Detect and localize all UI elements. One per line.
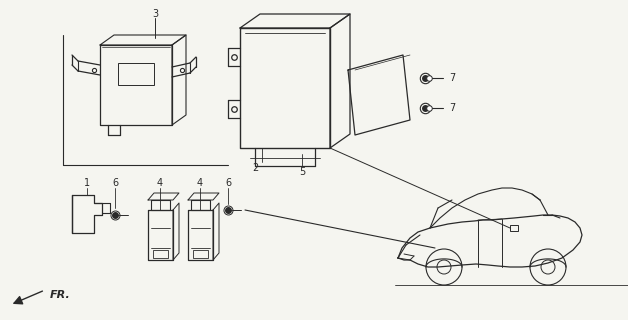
Bar bbox=[510, 225, 518, 231]
Text: 7: 7 bbox=[449, 73, 455, 83]
Text: 2: 2 bbox=[252, 163, 258, 173]
Text: FR.: FR. bbox=[50, 290, 71, 300]
Bar bbox=[118, 63, 154, 85]
Text: 4: 4 bbox=[157, 178, 163, 188]
Text: 6: 6 bbox=[225, 178, 231, 188]
Text: 7: 7 bbox=[449, 103, 455, 113]
Text: 4: 4 bbox=[197, 178, 203, 188]
Text: 6: 6 bbox=[112, 178, 118, 188]
Text: 5: 5 bbox=[299, 167, 305, 177]
Text: 1: 1 bbox=[84, 178, 90, 188]
Bar bbox=[193, 250, 208, 258]
Text: 3: 3 bbox=[152, 9, 158, 19]
Bar bbox=[153, 250, 168, 258]
